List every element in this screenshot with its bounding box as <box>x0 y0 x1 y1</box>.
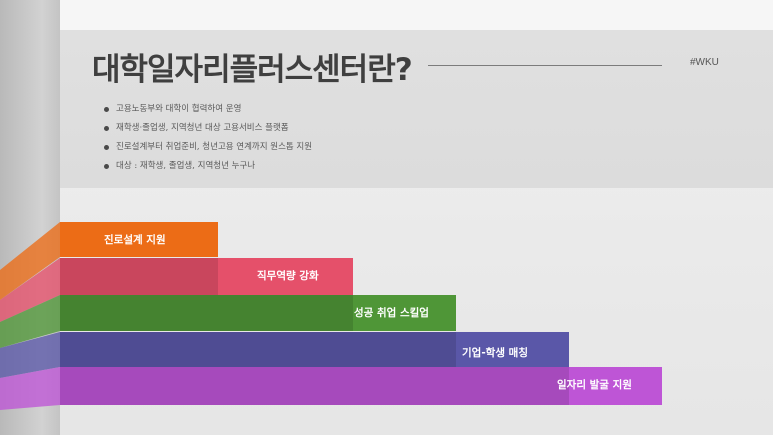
step-overlap-shade <box>60 295 353 331</box>
step-taper <box>0 367 60 410</box>
bullet-item: 진로설계부터 취업준비, 청년고용 연계까지 원스톱 지원 <box>104 138 312 157</box>
step-overlap-shade <box>60 258 218 295</box>
step-bar <box>60 222 218 257</box>
bullet-item: 재학생·졸업생, 지역청년 대상 고용서비스 플랫폼 <box>104 119 312 138</box>
step-taper <box>0 258 60 322</box>
slide-title: 대학일자리플러스센터란? <box>92 52 413 88</box>
step-bar <box>60 258 353 295</box>
hashtag: #WKU <box>690 57 719 68</box>
step-taper <box>0 295 60 348</box>
step-taper <box>0 222 60 300</box>
step-bar <box>60 367 662 405</box>
step-label-2: 직무역량 강화 <box>257 270 319 282</box>
bullet-item: 대상 : 재학생, 졸업생, 지역청년 누구나 <box>104 157 312 176</box>
bullet-dot-icon <box>104 107 109 112</box>
step-overlap-shade <box>60 332 456 367</box>
bullet-dot-icon <box>104 164 109 169</box>
bullet-dot-icon <box>104 145 109 150</box>
step-taper <box>0 332 60 378</box>
step-label-4: 기업-학생 매칭 <box>462 347 528 359</box>
title-divider <box>428 65 662 66</box>
step-label-3: 성공 취업 스킬업 <box>354 307 429 319</box>
bullet-dot-icon <box>104 126 109 131</box>
step-label-5: 일자리 발굴 지원 <box>557 379 632 391</box>
bullet-list: 고용노동부와 대학이 협력하여 운영 재학생·졸업생, 지역청년 대상 고용서비… <box>104 100 312 176</box>
bullet-item: 고용노동부와 대학이 협력하여 운영 <box>104 100 312 119</box>
top-strip <box>60 0 773 30</box>
step-bar <box>60 295 456 331</box>
step-overlap-shade <box>60 367 569 405</box>
step-label-1: 진로설계 지원 <box>104 234 166 246</box>
header-band <box>60 30 773 188</box>
step-bar <box>60 332 569 367</box>
